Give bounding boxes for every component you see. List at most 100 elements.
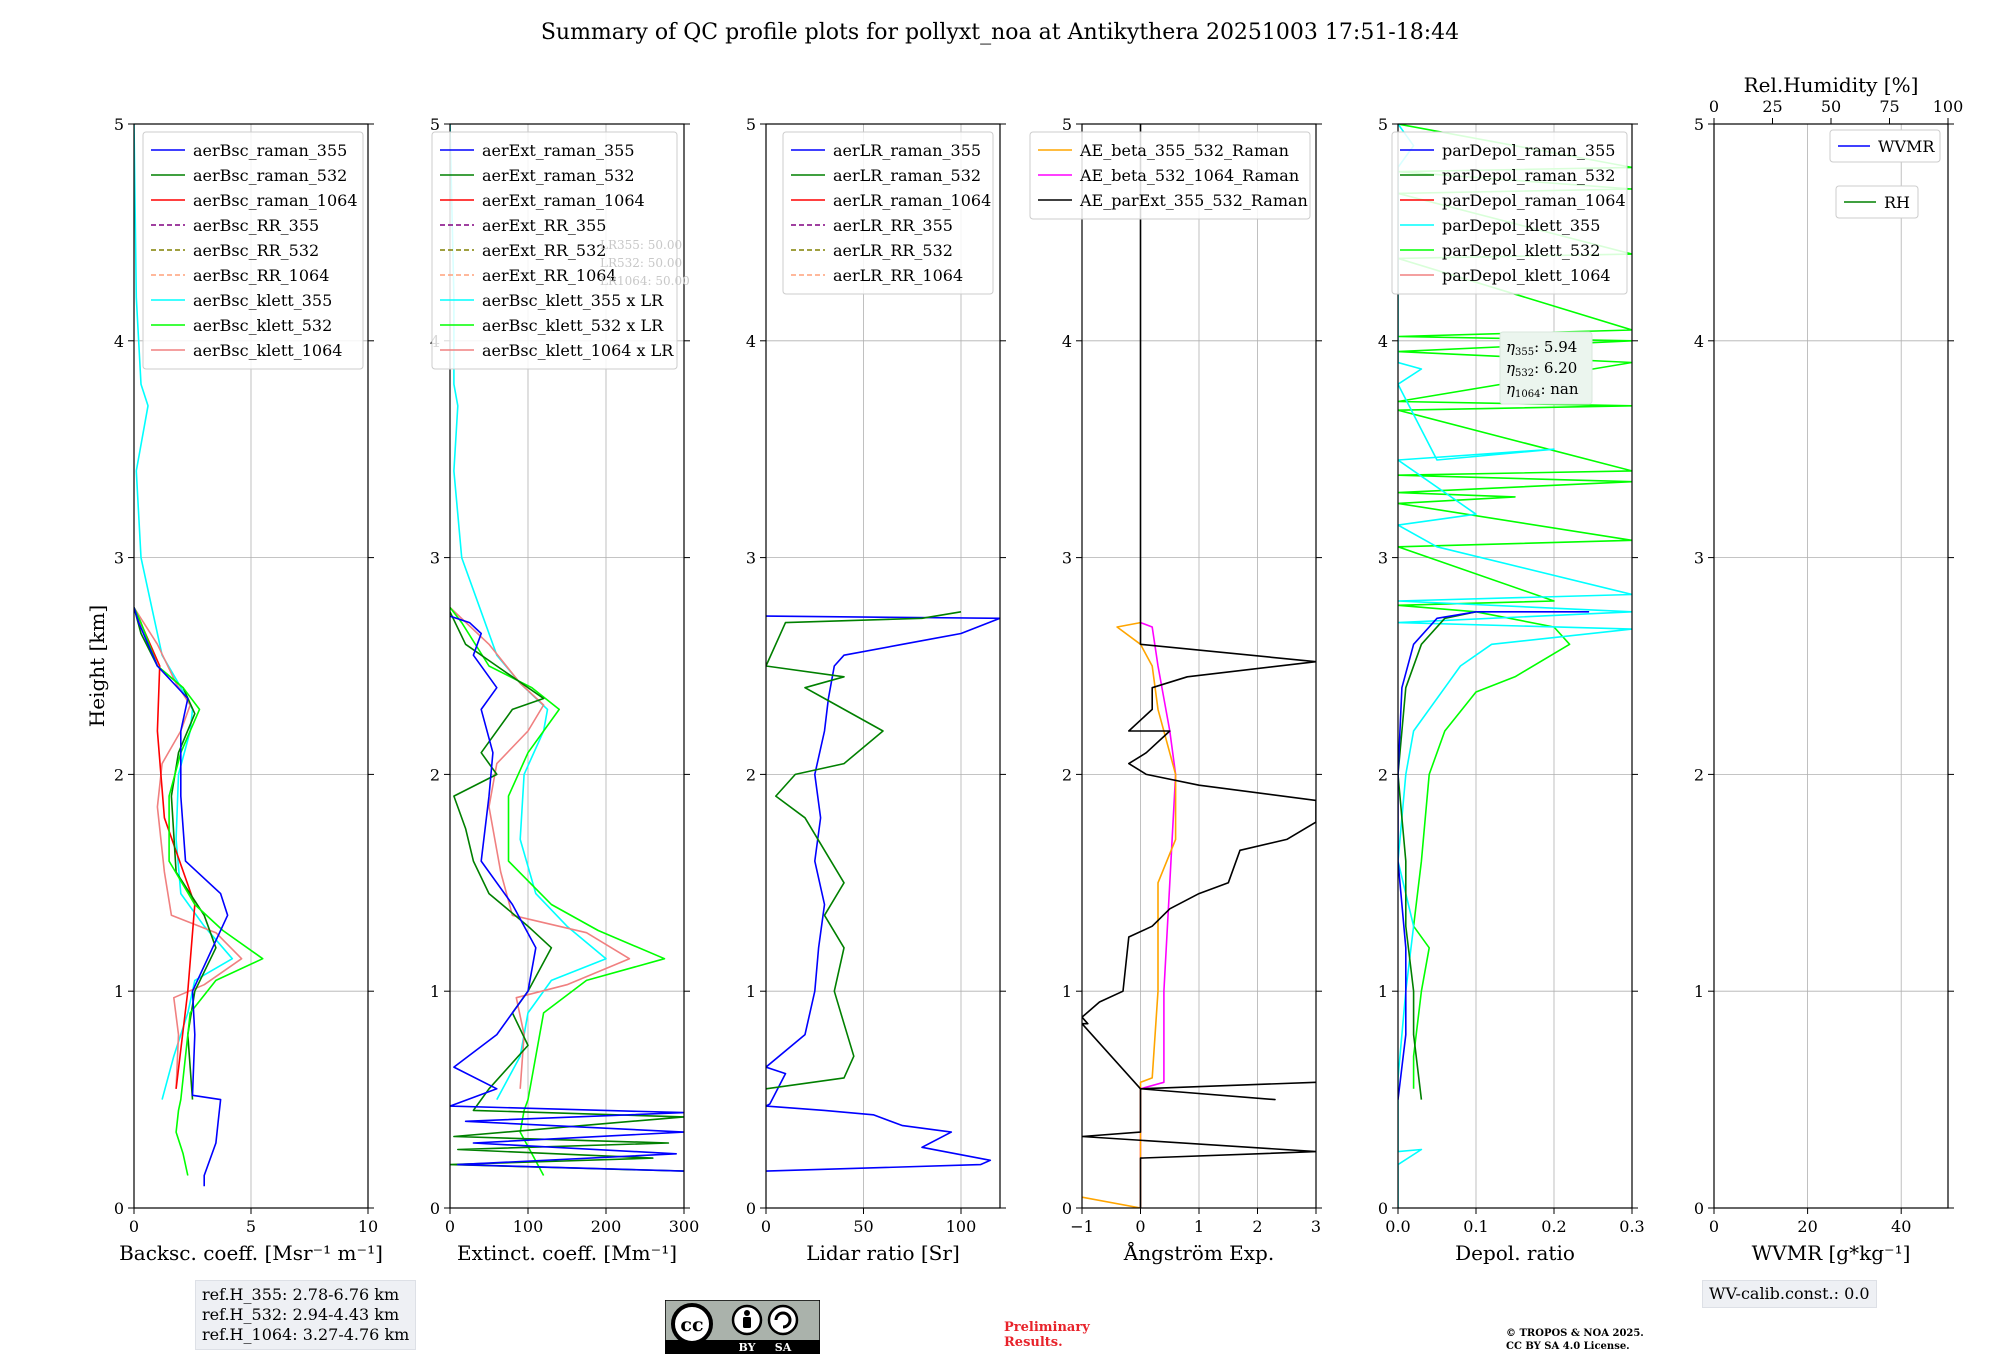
cc-circle-icon bbox=[671, 1303, 713, 1345]
legend-label-aerbsc-raman-1064: aerBsc_raman_1064 bbox=[193, 191, 358, 210]
figure-title: Summary of QC profile plots for pollyxt_… bbox=[540, 20, 1460, 45]
legend-label-ae-parext-355-532-raman: AE_parExt_355_532_Raman bbox=[1079, 191, 1308, 210]
panel-lidar_ratio: 0 50 100 0 1 2 3 4 5 Lidar ratio [Sr] aerLR_raman_… bbox=[746, 115, 1006, 1265]
series-aerbsc-klett-532-x-lr bbox=[450, 607, 666, 1176]
x-tick-label-100: 100 bbox=[946, 1217, 977, 1236]
y-tick-label-0: 0 bbox=[114, 1199, 124, 1218]
y-tick-label-0: 0 bbox=[1378, 1199, 1388, 1218]
eta-1064-text: η1064: nan bbox=[1506, 380, 1579, 400]
y-tick-label-5: 5 bbox=[1062, 115, 1072, 134]
legend: aerLR_raman_355 aerLR_raman_532 aerLR_rama… bbox=[782, 131, 994, 295]
legend-label-wvmr: WVMR bbox=[1878, 137, 1935, 156]
x-tick-label-0-1: 0.1 bbox=[1463, 1217, 1488, 1236]
x-tick-label-0: 0 bbox=[761, 1217, 771, 1236]
x-tick-label-200: 200 bbox=[591, 1217, 622, 1236]
legend-frame bbox=[1029, 131, 1311, 220]
legend-frame bbox=[431, 131, 678, 370]
series-aerext-raman-355 bbox=[450, 615, 684, 1172]
legend-label-rh: RH bbox=[1884, 193, 1910, 212]
preliminary-results-note: Preliminary Results. bbox=[1004, 1320, 1090, 1350]
series-group bbox=[450, 124, 684, 1176]
x-tick-label-3: 3 bbox=[1311, 1217, 1321, 1236]
legend-frame bbox=[142, 131, 364, 370]
y-tick-label-0: 0 bbox=[746, 1199, 756, 1218]
legend-label-aerbsc-klett-1064: aerBsc_klett_1064 bbox=[193, 341, 342, 360]
cc-logo-bottom-band bbox=[665, 1340, 820, 1354]
eta-subscript: 355 bbox=[1515, 347, 1534, 358]
x-axis-label: WVMR [g*kg⁻¹] bbox=[1752, 1241, 1911, 1265]
y-tick-label-0: 0 bbox=[1062, 1199, 1072, 1218]
legend-label-aerbsc-raman-532: aerBsc_raman_532 bbox=[193, 166, 347, 185]
legend-label-pardepol-raman-1064: parDepol_raman_1064 bbox=[1442, 191, 1626, 210]
panel-backscatter: 0 5 10 0 1 2 3 4 5 Backsc. coeff. [Msr⁻¹ m⁻¹] aerB… bbox=[114, 115, 383, 1265]
reference-heights-box: ref.H_355: 2.78-6.76 km ref.H_532: 2.94-… bbox=[195, 1280, 417, 1350]
cc-by-label: BY bbox=[739, 1341, 756, 1354]
eta-symbol: η bbox=[1506, 380, 1515, 398]
x-tick-label-0: 0 bbox=[1709, 1217, 1719, 1236]
x-axis-label: Depol. ratio bbox=[1455, 1241, 1575, 1265]
legend-label-aerbsc-klett-1064-x-lr: aerBsc_klett_1064 x LR bbox=[482, 341, 674, 360]
legend-label-pardepol-klett-532: parDepol_klett_532 bbox=[1442, 241, 1600, 260]
series-aerbsc-klett-1064-x-lr bbox=[450, 606, 631, 1089]
y-tick-label-5: 5 bbox=[430, 115, 440, 134]
sa-arrow-icon bbox=[774, 1311, 792, 1329]
y-tick-label-3: 3 bbox=[1378, 549, 1388, 568]
panel-depol: 0.0 0.1 0.2 0.3 0 1 2 3 4 5 Depol. ratio parDepol_r… bbox=[1378, 115, 1645, 1265]
y-tick-label-2: 2 bbox=[1378, 765, 1388, 784]
y-tick-label-4: 4 bbox=[1062, 332, 1072, 351]
series-aerbsc-klett-1064 bbox=[134, 607, 243, 1089]
legend: parDepol_raman_355 parDepol_raman_532 parD… bbox=[1391, 131, 1628, 295]
series-pardepol-raman-532 bbox=[1398, 611, 1477, 1100]
legend-label-pardepol-klett-355: parDepol_klett_355 bbox=[1442, 216, 1600, 235]
y-tick-label-0: 0 bbox=[430, 1199, 440, 1218]
legend-label-aerbsc-klett-355-x-lr: aerBsc_klett_355 x LR bbox=[482, 291, 664, 310]
y-tick-label-2: 2 bbox=[1694, 765, 1704, 784]
legend: aerBsc_raman_355 aerBsc_raman_532 aerBsc_r… bbox=[142, 131, 364, 370]
eta-value: : 5.94 bbox=[1534, 338, 1577, 356]
legend-label-aerbsc-rr-1064: aerBsc_RR_1064 bbox=[193, 266, 329, 285]
x-tick-label-50: 50 bbox=[853, 1217, 873, 1236]
legend-label-aerbsc-rr-532: aerBsc_RR_532 bbox=[193, 241, 319, 260]
eta-355-text: η355: 5.94 bbox=[1506, 338, 1577, 358]
cc-sa-label: SA bbox=[775, 1341, 792, 1354]
lr-annotation-0: LR355: 50.00 bbox=[600, 238, 682, 252]
legend-label-aerext-rr-355: aerExt_RR_355 bbox=[482, 216, 606, 235]
y-tick-label-1: 1 bbox=[1062, 982, 1072, 1001]
x2-axis-label: Rel.Humidity [%] bbox=[1744, 73, 1919, 97]
legend-label-aerext-raman-355: aerExt_raman_355 bbox=[482, 141, 635, 160]
eta-symbol: η bbox=[1506, 359, 1515, 377]
x-tick-label-40: 40 bbox=[1891, 1217, 1911, 1236]
x-axis-label: Backsc. coeff. [Msr⁻¹ m⁻¹] bbox=[119, 1241, 383, 1265]
x-tick-label-20: 20 bbox=[1797, 1217, 1817, 1236]
x-tick-label-0: 0.0 bbox=[1385, 1217, 1410, 1236]
x-axis-label: Lidar ratio [Sr] bbox=[806, 1241, 960, 1265]
axes-frame bbox=[765, 123, 1001, 1209]
eta-subscript: 532 bbox=[1515, 368, 1534, 379]
legend-label-ae-beta-355-532-raman: AE_beta_355_532_Raman bbox=[1079, 141, 1289, 160]
copyright-note: © TROPOS & NOA 2025. CC BY SA 4.0 Licens… bbox=[1506, 1328, 1644, 1352]
y-tick-label-1: 1 bbox=[114, 982, 124, 1001]
cc-license-logo: cc BY SA bbox=[665, 1300, 820, 1354]
x-tick-label-1: 1 bbox=[1194, 1217, 1204, 1236]
legend-box-wvmr bbox=[1829, 129, 1941, 163]
x-tick-label-5: 5 bbox=[246, 1217, 256, 1236]
x-tick-label-300: 300 bbox=[669, 1217, 700, 1236]
legend-label-aerlr-rr-1064: aerLR_RR_1064 bbox=[833, 266, 963, 285]
y-tick-label-5: 5 bbox=[746, 115, 756, 134]
legend-label-aerext-raman-532: aerExt_raman_532 bbox=[482, 166, 635, 185]
panel-wvmr: 0 20 40 0 1 2 3 4 5 WVMR [g*kg⁻¹] 0 25 50 75 100 Rel.Hu… bbox=[1694, 73, 1963, 1265]
y-tick-label-5: 5 bbox=[1378, 115, 1388, 134]
x-axis-label: Extinct. coeff. [Mm⁻¹] bbox=[457, 1241, 677, 1265]
legend-label-aerlr-rr-355: aerLR_RR_355 bbox=[833, 216, 953, 235]
legend-label-aerbsc-raman-355: aerBsc_raman_355 bbox=[193, 141, 347, 160]
eta-value: : 6.20 bbox=[1534, 359, 1577, 377]
x2-tick-label-0: 0 bbox=[1709, 97, 1719, 116]
y-tick-label-4: 4 bbox=[746, 332, 756, 351]
series-group bbox=[1082, 124, 1316, 1208]
y-tick-label-5: 5 bbox=[114, 115, 124, 134]
eta-annotation-box bbox=[1499, 331, 1593, 405]
by-person-head-icon bbox=[744, 1310, 750, 1316]
legend: AE_beta_355_532_Raman AE_beta_532_1064_Ra… bbox=[1029, 131, 1311, 220]
y-tick-label-1: 1 bbox=[746, 982, 756, 1001]
